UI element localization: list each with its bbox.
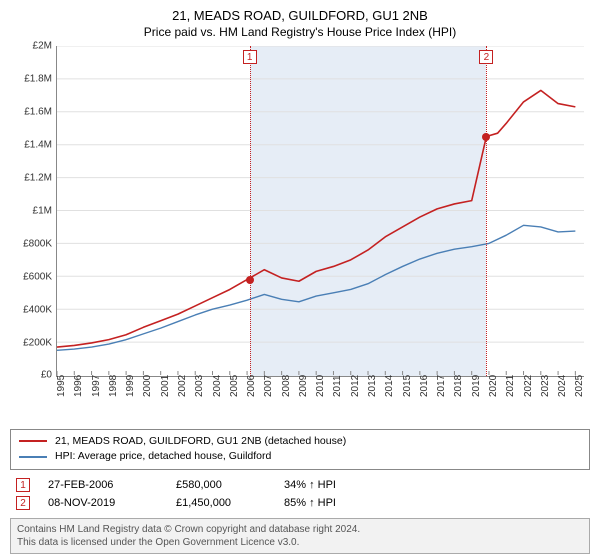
attribution-footer: Contains HM Land Registry data © Crown c… [10, 518, 590, 554]
y-tick-label: £1.4M [10, 140, 52, 151]
sale-date: 08-NOV-2019 [48, 497, 158, 509]
y-tick-label: £1.6M [10, 107, 52, 118]
y-tick-label: £1.2M [10, 173, 52, 184]
y-tick-label: £400K [10, 304, 52, 315]
sales-table: 1 27-FEB-2006 £580,000 34% ↑ HPI 2 08-NOV-201… [10, 476, 590, 512]
y-tick-label: £800K [10, 238, 52, 249]
sale-marker-box: 2 [479, 50, 493, 64]
legend-label: HPI: Average price, detached house, Guil… [55, 449, 271, 465]
sale-marker: 1 [16, 478, 30, 492]
y-tick-label: £1M [10, 205, 52, 216]
chart-lines [57, 46, 584, 375]
sale-price: £1,450,000 [176, 497, 266, 509]
chart-subtitle: Price paid vs. HM Land Registry's House … [10, 25, 590, 41]
title-block: 21, MEADS ROAD, GUILDFORD, GU1 2NB Price… [10, 8, 590, 40]
legend-swatch [19, 456, 47, 458]
footer-line: Contains HM Land Registry data © Crown c… [17, 523, 583, 536]
sale-vline [250, 46, 251, 375]
sale-hpi-delta: 85% ↑ HPI [284, 497, 394, 509]
sale-dot [482, 133, 490, 141]
y-tick-label: £0 [10, 370, 52, 381]
chart-area: £0 £200K £400K £600K £800K £1M £1.2M £1.4M £1.6M… [10, 46, 590, 424]
series-line-price_paid [57, 91, 575, 348]
x-tick-label: 2025 [574, 374, 600, 396]
y-tick-label: £2M [10, 41, 52, 52]
footer-line: This data is licensed under the Open Gov… [17, 536, 583, 549]
sale-hpi-delta: 34% ↑ HPI [284, 479, 394, 491]
sale-date: 27-FEB-2006 [48, 479, 158, 491]
y-tick-label: £200K [10, 337, 52, 348]
legend-label: 21, MEADS ROAD, GUILDFORD, GU1 2NB (deta… [55, 434, 346, 450]
legend-item: HPI: Average price, detached house, Guil… [19, 449, 581, 465]
sale-marker-box: 1 [243, 50, 257, 64]
sale-row: 1 27-FEB-2006 £580,000 34% ↑ HPI [10, 476, 590, 494]
sale-price: £580,000 [176, 479, 266, 491]
sale-marker: 2 [16, 496, 30, 510]
chart-title: 21, MEADS ROAD, GUILDFORD, GU1 2NB [10, 8, 590, 25]
legend: 21, MEADS ROAD, GUILDFORD, GU1 2NB (deta… [10, 429, 590, 471]
sale-row: 2 08-NOV-2019 £1,450,000 85% ↑ HPI [10, 494, 590, 512]
legend-swatch [19, 440, 47, 442]
x-axis: 1995199619971998199920002001200220032004… [56, 377, 584, 425]
plot-region: 12 [56, 46, 584, 376]
y-tick-label: £1.8M [10, 74, 52, 85]
y-tick-label: £600K [10, 271, 52, 282]
sale-dot [246, 276, 254, 284]
y-axis: £0£200K£400K£600K£800K£1M£1.2M£1.4M£1.6M… [10, 46, 56, 376]
sale-vline [486, 46, 487, 375]
legend-item: 21, MEADS ROAD, GUILDFORD, GU1 2NB (deta… [19, 434, 581, 450]
